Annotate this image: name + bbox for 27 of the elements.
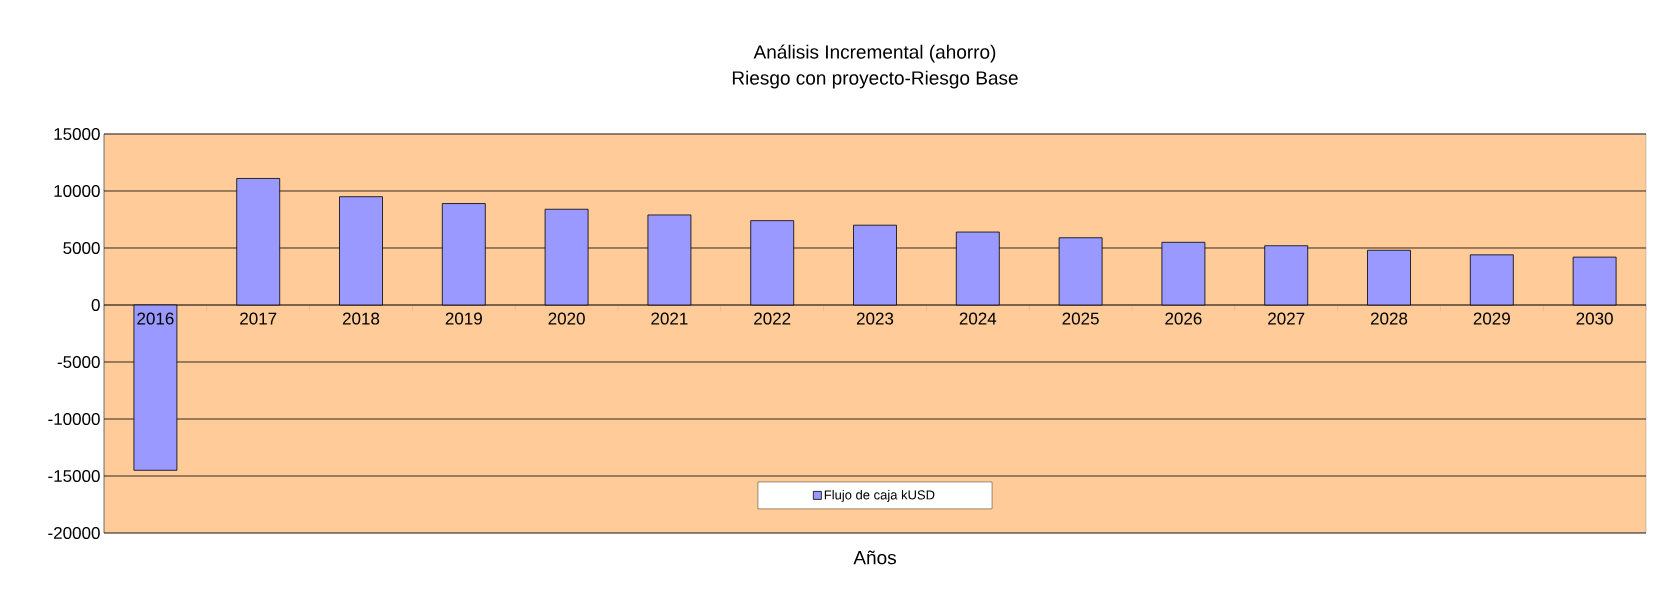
x-tick-label: 2028 — [1370, 312, 1408, 325]
x-tick-label: 2026 — [1165, 312, 1202, 325]
x-tick-label: 2021 — [651, 312, 688, 325]
y-tick-label: 5000 — [63, 241, 100, 255]
chart-subtitle: Riesgo con proyecto-Riesgo Base — [732, 70, 1018, 89]
x-tick-label: 2030 — [1576, 312, 1613, 325]
y-tick-label: 10000 — [54, 184, 100, 198]
x-tick-label: 2024 — [959, 312, 997, 325]
y-tick-label: -20000 — [48, 526, 100, 540]
y-tick-label: -15000 — [48, 469, 100, 483]
y-tick-label: 15000 — [54, 127, 100, 141]
legend-label: Flujo de caja kUSD — [824, 489, 935, 503]
chart-title: Análisis Incremental (ahorro) — [753, 44, 996, 63]
y-tick-label: 0 — [91, 298, 100, 312]
x-tick-label: 2025 — [1062, 312, 1099, 325]
x-tick-label: 2023 — [856, 312, 894, 325]
x-tick-label: 2027 — [1268, 312, 1305, 325]
x-tick-label: 2017 — [240, 312, 277, 325]
x-tick-label: 2029 — [1473, 312, 1510, 325]
x-tick-label: 2020 — [548, 312, 585, 325]
y-tick-label: -5000 — [57, 355, 100, 369]
x-axis-title: Años — [853, 550, 896, 565]
x-tick-label: 2022 — [754, 312, 791, 325]
x-tick-label: 2019 — [445, 312, 482, 325]
y-tick-label: -10000 — [48, 412, 100, 426]
x-tick-label: 2016 — [137, 312, 174, 325]
x-tick-label: 2018 — [342, 312, 380, 325]
